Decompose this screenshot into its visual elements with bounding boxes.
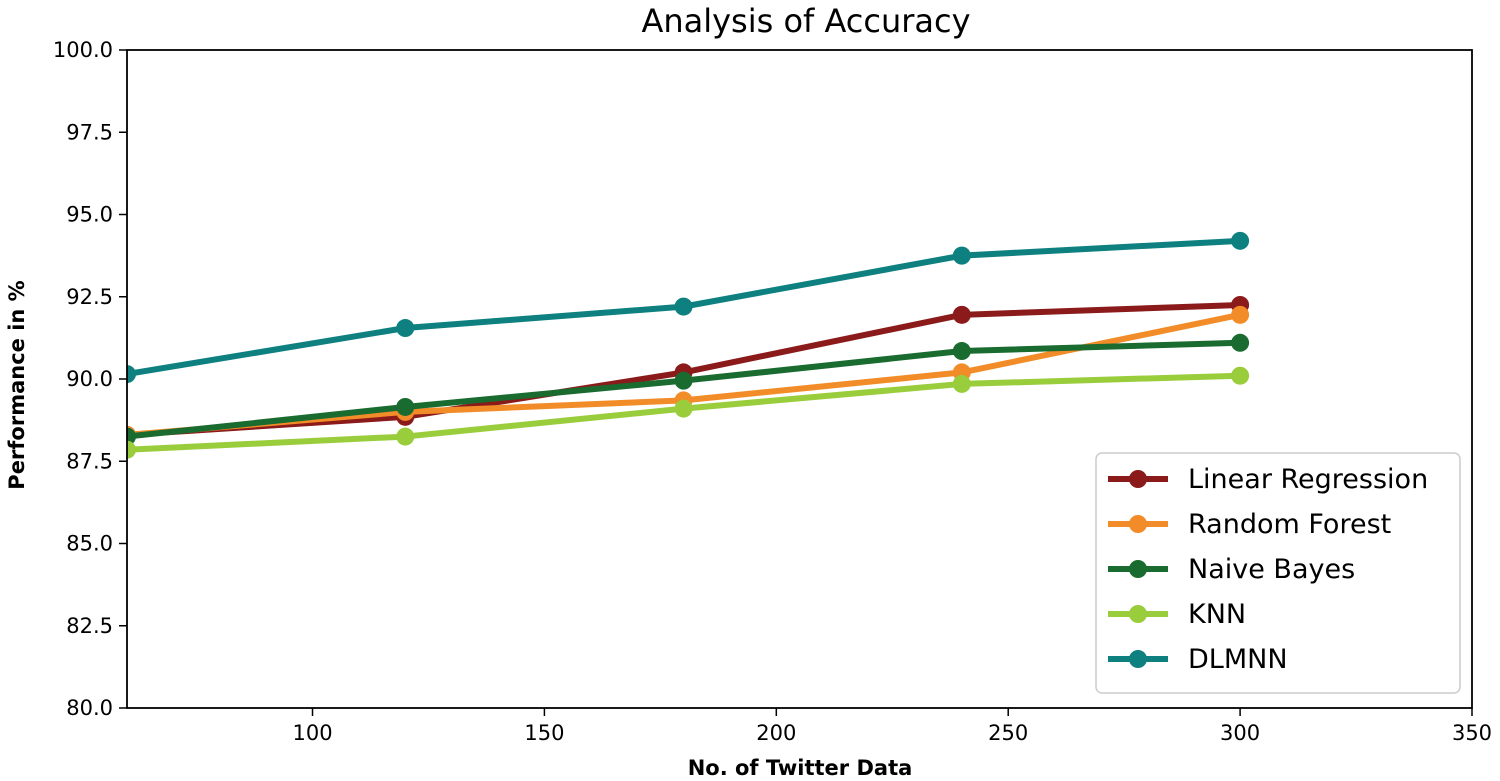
data-point-naive-bayes: [952, 342, 971, 361]
y-tick-label: 97.5: [66, 120, 113, 144]
x-axis-label: No. of Twitter Data: [688, 756, 913, 780]
data-point-knn: [952, 374, 971, 393]
data-point-dlmnn: [674, 297, 693, 316]
data-point-knn: [396, 427, 415, 446]
legend-label-random-forest: Random Forest: [1188, 509, 1391, 540]
x-tick-label: 200: [756, 721, 796, 745]
legend-label-linear-regression: Linear Regression: [1188, 464, 1428, 495]
data-point-dlmnn: [396, 319, 415, 338]
x-tick-label: 250: [988, 721, 1028, 745]
data-point-dlmnn: [127, 365, 136, 384]
x-tick-label: 150: [524, 721, 564, 745]
y-tick-label: 82.5: [66, 614, 113, 638]
legend: Linear Regression Random Forest Naive Baye…: [1095, 452, 1461, 694]
x-tick-label: 300: [1220, 721, 1260, 745]
legend-swatch-marker-knn: [1129, 605, 1147, 623]
legend-swatch-marker-linear-regression: [1129, 470, 1147, 488]
data-point-random-forest: [1231, 305, 1250, 324]
legend-label-knn: KNN: [1188, 599, 1246, 630]
legend-label-dlmnn: DLMNN: [1188, 644, 1288, 675]
y-tick-label: 80.0: [66, 696, 113, 720]
data-point-dlmnn: [1231, 231, 1250, 250]
data-point-naive-bayes: [674, 371, 693, 390]
legend-swatch-marker-random-forest: [1129, 515, 1147, 533]
x-tick-label: 100: [292, 721, 332, 745]
data-point-knn: [127, 440, 136, 459]
y-tick-label: 92.5: [66, 285, 113, 309]
y-tick-label: 100.0: [53, 38, 113, 62]
x-tick-label: 350: [1452, 721, 1492, 745]
data-point-naive-bayes: [396, 397, 415, 416]
legend-swatch-marker-naive-bayes: [1129, 560, 1147, 578]
legend-box: [1095, 452, 1461, 694]
chart-title: Analysis of Accuracy: [641, 2, 970, 40]
y-tick-label: 90.0: [66, 367, 113, 391]
y-axis-label: Performance in %: [5, 280, 29, 489]
data-point-knn: [674, 399, 693, 418]
data-point-dlmnn: [952, 246, 971, 265]
y-tick-label: 87.5: [66, 449, 113, 473]
legend-label-naive-bayes: Naive Bayes: [1188, 554, 1355, 585]
legend-swatch-marker-dlmnn: [1129, 650, 1147, 668]
data-point-naive-bayes: [1231, 333, 1250, 352]
data-point-linear-regression: [952, 305, 971, 324]
y-tick-label: 85.0: [66, 532, 113, 556]
data-point-knn: [1231, 366, 1250, 385]
y-tick-label: 95.0: [66, 203, 113, 227]
